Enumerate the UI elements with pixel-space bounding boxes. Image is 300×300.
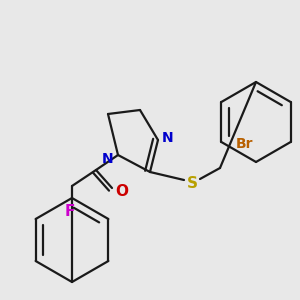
Text: N: N <box>162 131 174 145</box>
Text: S: S <box>187 176 197 190</box>
Text: Br: Br <box>236 137 253 151</box>
Text: N: N <box>102 152 114 166</box>
Text: F: F <box>65 205 75 220</box>
Text: O: O <box>116 184 128 199</box>
